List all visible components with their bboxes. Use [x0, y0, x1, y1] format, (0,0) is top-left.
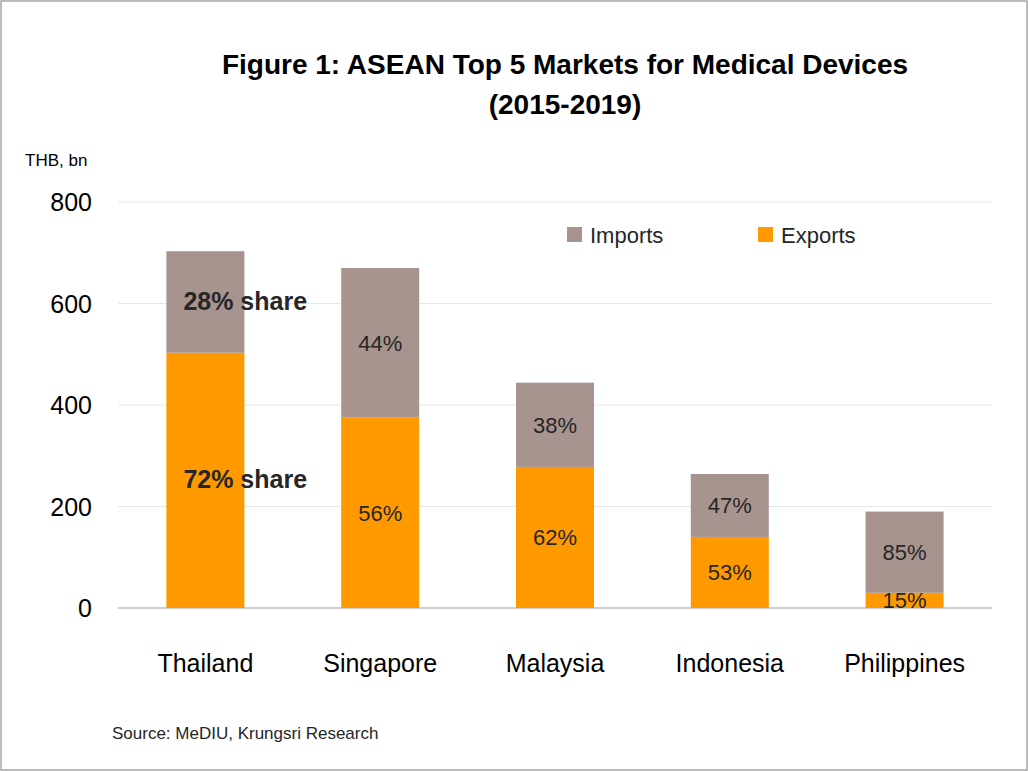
y-tick-label: 200: [50, 493, 92, 521]
grid-line: [118, 202, 992, 203]
share-label: 15%: [883, 588, 927, 613]
y-tick-label: 600: [50, 290, 92, 318]
share-label: 53%: [708, 560, 752, 585]
y-tick-label: 800: [50, 188, 92, 216]
y-tick-label: 400: [50, 391, 92, 419]
bar: [866, 512, 944, 593]
labels: 72% share 56% 62% 53% 15% 28% share 44% 38% 47% 8…: [183, 287, 926, 613]
bar: [341, 268, 419, 417]
x-tick-label: Thailand: [157, 649, 253, 677]
share-label: 38%: [533, 413, 577, 438]
frame: [1, 1, 1027, 770]
y-tick-label: 0: [78, 594, 92, 622]
legend: Imports Exports: [567, 223, 856, 248]
share-label: 72% share: [183, 465, 307, 493]
x-tick-label: Singapore: [323, 649, 437, 677]
legend-label: Exports: [781, 223, 856, 248]
bars: [166, 251, 943, 608]
x-tick-label: Indonesia: [676, 649, 785, 677]
legend-label: Imports: [590, 223, 663, 248]
x-tick-label: Malaysia: [506, 649, 605, 677]
share-label: 56%: [358, 501, 402, 526]
share-label: 47%: [708, 493, 752, 518]
bar: [341, 417, 419, 608]
bar: [516, 383, 594, 467]
share-label: 28% share: [183, 287, 307, 315]
bar: [691, 537, 769, 608]
share-label: 85%: [883, 540, 927, 565]
legend-swatch: [567, 227, 582, 242]
subtitle: (2015-2019): [489, 89, 642, 120]
source: Source: MeDIU, Krungsri Research: [112, 724, 378, 743]
y-label: THB, bn: [25, 151, 87, 170]
chart: Figure 1: ASEAN Top 5 Markets for Medica…: [0, 0, 1028, 771]
title: Figure 1: ASEAN Top 5 Markets for Medica…: [222, 49, 908, 80]
bar: [691, 474, 769, 537]
bar: [516, 467, 594, 608]
share-label: 44%: [358, 331, 402, 356]
x-tick-label: Philippines: [844, 649, 965, 677]
legend-swatch: [758, 227, 773, 242]
share-label: 62%: [533, 525, 577, 550]
